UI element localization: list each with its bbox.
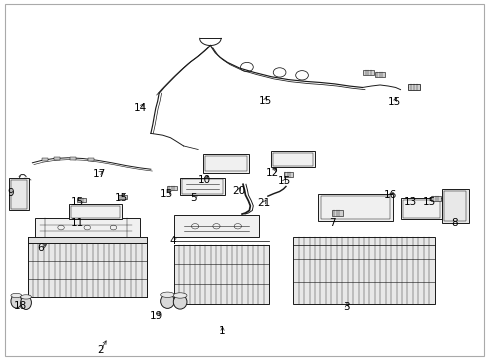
Text: 19: 19	[150, 311, 163, 321]
Text: 1: 1	[219, 325, 225, 336]
Text: 4: 4	[169, 236, 175, 246]
Text: 10: 10	[198, 175, 211, 185]
Bar	[331, 211, 342, 216]
Text: 17: 17	[92, 168, 105, 179]
Bar	[444, 191, 466, 221]
Text: 15: 15	[277, 176, 290, 186]
Bar	[407, 84, 419, 90]
Text: 15: 15	[71, 197, 84, 207]
Text: 2: 2	[97, 345, 104, 355]
Bar	[35, 218, 140, 237]
Bar	[293, 237, 434, 304]
Bar	[69, 204, 122, 220]
Text: 15: 15	[115, 193, 128, 203]
Text: 9: 9	[7, 188, 14, 198]
Bar	[374, 72, 385, 77]
Bar	[118, 195, 127, 199]
Text: 6: 6	[37, 243, 44, 253]
Bar	[70, 157, 76, 160]
Text: 12: 12	[265, 168, 279, 178]
Ellipse shape	[20, 296, 31, 310]
Bar	[204, 156, 247, 171]
Bar	[272, 153, 313, 166]
Text: 21: 21	[257, 198, 270, 208]
Bar	[77, 198, 85, 202]
Text: 20: 20	[232, 186, 244, 196]
Bar	[173, 215, 259, 237]
Text: 15: 15	[258, 96, 271, 106]
Ellipse shape	[11, 293, 21, 298]
Bar	[41, 158, 47, 161]
Bar	[402, 200, 439, 218]
Text: 14: 14	[133, 103, 146, 113]
Bar	[54, 157, 60, 160]
Bar	[88, 158, 94, 161]
Bar	[283, 172, 293, 177]
Text: 11: 11	[71, 218, 84, 228]
Ellipse shape	[160, 292, 174, 297]
Ellipse shape	[11, 294, 21, 308]
Text: 15: 15	[387, 97, 401, 107]
Text: 7: 7	[328, 218, 335, 228]
Bar	[320, 197, 389, 219]
Polygon shape	[27, 237, 147, 243]
Bar	[182, 179, 223, 194]
Bar	[70, 206, 120, 218]
Bar	[271, 151, 315, 167]
Ellipse shape	[173, 295, 186, 309]
Text: 3: 3	[343, 302, 349, 312]
Bar	[167, 185, 177, 190]
Bar	[400, 198, 441, 220]
Bar	[173, 244, 268, 304]
Text: 16: 16	[384, 190, 397, 200]
Text: 15: 15	[160, 189, 173, 199]
Bar	[363, 70, 373, 75]
Text: 13: 13	[403, 197, 416, 207]
Ellipse shape	[20, 295, 31, 299]
Text: 5: 5	[190, 193, 196, 203]
Bar	[441, 189, 468, 223]
Bar	[203, 154, 249, 173]
Bar	[9, 178, 29, 211]
Bar	[180, 178, 224, 195]
Text: 8: 8	[450, 218, 457, 228]
Ellipse shape	[173, 293, 186, 298]
Text: 15: 15	[422, 197, 435, 207]
Bar	[430, 196, 440, 201]
Ellipse shape	[160, 294, 174, 309]
Bar	[27, 243, 147, 297]
Bar	[317, 194, 392, 221]
Bar	[11, 180, 27, 209]
Text: 18: 18	[14, 301, 27, 311]
